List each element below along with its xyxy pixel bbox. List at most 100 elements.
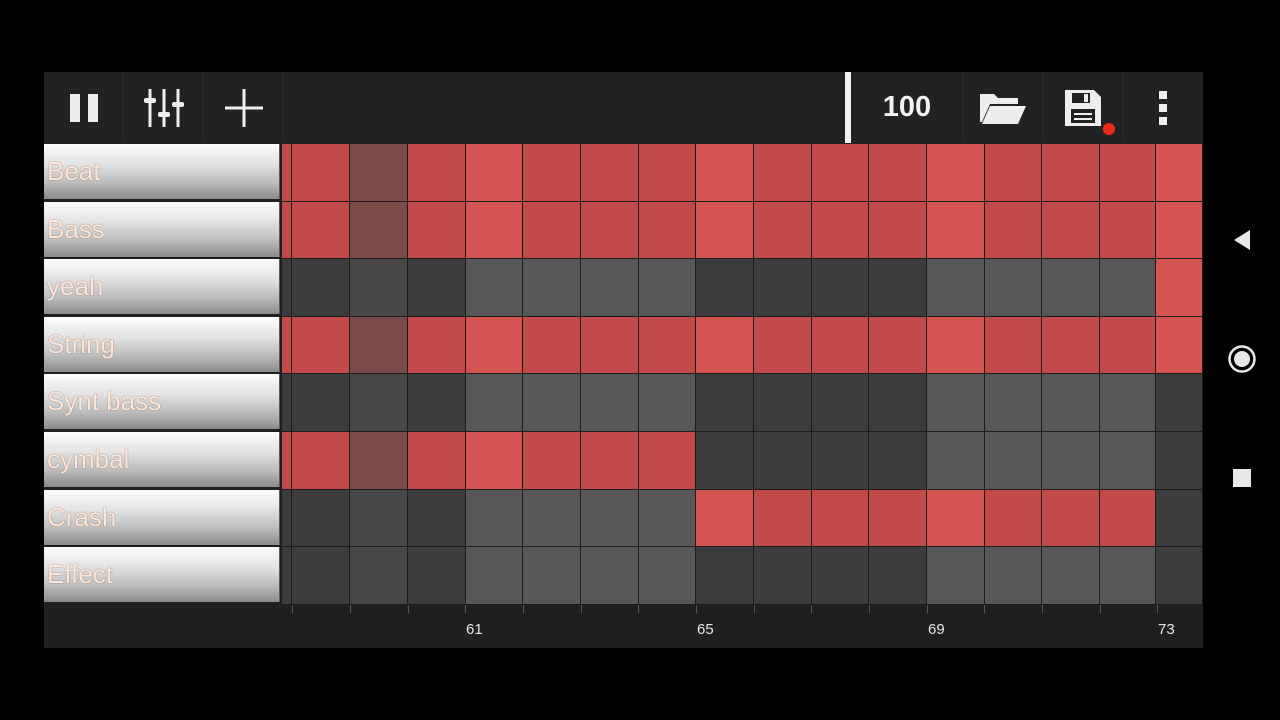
step-cell-off[interactable] — [696, 432, 754, 490]
step-cell-on[interactable] — [581, 316, 639, 375]
step-cell-on[interactable] — [350, 432, 408, 490]
step-cell-on[interactable] — [581, 201, 639, 260]
nav-home-button[interactable] — [1227, 344, 1257, 374]
step-cell-on[interactable] — [408, 144, 466, 202]
step-cell-on[interactable] — [466, 144, 523, 202]
track-label[interactable]: yeah — [44, 259, 280, 315]
step-cell-off[interactable] — [581, 547, 639, 605]
step-cell-on[interactable] — [1100, 201, 1156, 260]
step-cell-on[interactable] — [1100, 489, 1156, 548]
step-cell-off[interactable] — [869, 547, 927, 605]
step-cell-off[interactable] — [1156, 489, 1203, 548]
step-cell-on[interactable] — [523, 201, 581, 260]
step-cell-off[interactable] — [1156, 547, 1203, 605]
step-cell-off[interactable] — [927, 374, 985, 432]
step-cell-off[interactable] — [523, 259, 581, 317]
step-cell-on[interactable] — [639, 201, 696, 260]
step-cell-on[interactable] — [927, 144, 985, 202]
step-cell-off[interactable] — [869, 259, 927, 317]
step-cell-on[interactable] — [696, 489, 754, 548]
step-cell-off[interactable] — [696, 259, 754, 317]
step-cell-off[interactable] — [523, 547, 581, 605]
track-label[interactable]: Crash — [44, 489, 280, 545]
mixer-button[interactable] — [124, 72, 204, 143]
step-cell-on[interactable] — [1100, 144, 1156, 202]
step-cell-off[interactable] — [292, 489, 350, 548]
step-cell-on[interactable] — [523, 144, 581, 202]
step-cell-off[interactable] — [282, 259, 292, 317]
step-cell-off[interactable] — [639, 489, 696, 548]
step-cell-off[interactable] — [350, 547, 408, 605]
step-cell-on[interactable] — [696, 316, 754, 375]
step-cell-off[interactable] — [927, 547, 985, 605]
step-cell-on[interactable] — [292, 316, 350, 375]
playhead-marker[interactable] — [845, 72, 851, 143]
step-cell-on[interactable] — [812, 144, 869, 202]
save-button[interactable] — [1043, 72, 1123, 143]
step-cell-off[interactable] — [292, 547, 350, 605]
step-cell-on[interactable] — [408, 201, 466, 260]
step-cell-off[interactable] — [754, 432, 812, 490]
step-cell-off[interactable] — [696, 547, 754, 605]
step-cell-on[interactable] — [812, 489, 869, 548]
step-cell-off[interactable] — [1042, 259, 1100, 317]
step-cell-off[interactable] — [408, 374, 466, 432]
step-cell-off[interactable] — [1156, 432, 1203, 490]
step-cell-on[interactable] — [1156, 259, 1203, 317]
step-cell-on[interactable] — [292, 144, 350, 202]
step-cell-on[interactable] — [754, 316, 812, 375]
step-cell-off[interactable] — [639, 374, 696, 432]
track-label[interactable]: cymbal — [44, 432, 280, 487]
step-cell-off[interactable] — [466, 547, 523, 605]
timeline-ruler[interactable]: 61 65 69 73 — [44, 605, 1203, 648]
step-cell-off[interactable] — [927, 259, 985, 317]
step-cell-off[interactable] — [466, 489, 523, 548]
step-cell-off[interactable] — [466, 374, 523, 432]
step-cell-off[interactable] — [581, 374, 639, 432]
nav-recents-button[interactable] — [1227, 463, 1257, 493]
nav-back-button[interactable] — [1227, 225, 1257, 255]
step-cell-on[interactable] — [1156, 144, 1203, 202]
step-cell-on[interactable] — [292, 201, 350, 260]
step-cell-on[interactable] — [466, 201, 523, 260]
step-cell-on[interactable] — [927, 316, 985, 375]
step-cell-on[interactable] — [292, 432, 350, 490]
step-cell-off[interactable] — [927, 432, 985, 490]
track-label[interactable]: Synt bass — [44, 374, 280, 430]
step-cell-on[interactable] — [869, 201, 927, 260]
step-cell-off[interactable] — [985, 432, 1042, 490]
step-cell-off[interactable] — [985, 374, 1042, 432]
more-options-button[interactable] — [1123, 72, 1203, 143]
step-cell-on[interactable] — [1042, 201, 1100, 260]
step-cell-off[interactable] — [1042, 374, 1100, 432]
step-cell-on[interactable] — [985, 316, 1042, 375]
pause-button[interactable] — [44, 72, 124, 143]
step-cell-off[interactable] — [408, 259, 466, 317]
step-cell-off[interactable] — [581, 259, 639, 317]
step-cell-on[interactable] — [696, 201, 754, 260]
step-cell-on[interactable] — [466, 432, 523, 490]
step-cell-off[interactable] — [985, 259, 1042, 317]
step-cell-off[interactable] — [639, 547, 696, 605]
step-cell-off[interactable] — [350, 489, 408, 548]
step-cell-on[interactable] — [408, 432, 466, 490]
step-cell-off[interactable] — [812, 259, 869, 317]
step-cell-on[interactable] — [408, 316, 466, 375]
step-cell-on[interactable] — [1042, 489, 1100, 548]
step-cell-on[interactable] — [282, 201, 292, 260]
step-cell-off[interactable] — [754, 547, 812, 605]
step-cell-on[interactable] — [927, 489, 985, 548]
step-cell-on[interactable] — [869, 144, 927, 202]
step-cell-on[interactable] — [581, 144, 639, 202]
step-cell-off[interactable] — [466, 259, 523, 317]
step-cell-on[interactable] — [282, 144, 292, 202]
step-cell-on[interactable] — [523, 316, 581, 375]
step-cell-off[interactable] — [1100, 547, 1156, 605]
step-cell-on[interactable] — [812, 201, 869, 260]
step-cell-on[interactable] — [869, 316, 927, 375]
step-cell-off[interactable] — [1100, 432, 1156, 490]
step-cell-off[interactable] — [1042, 432, 1100, 490]
step-cell-off[interactable] — [350, 374, 408, 432]
step-cell-off[interactable] — [639, 259, 696, 317]
step-cell-on[interactable] — [985, 489, 1042, 548]
